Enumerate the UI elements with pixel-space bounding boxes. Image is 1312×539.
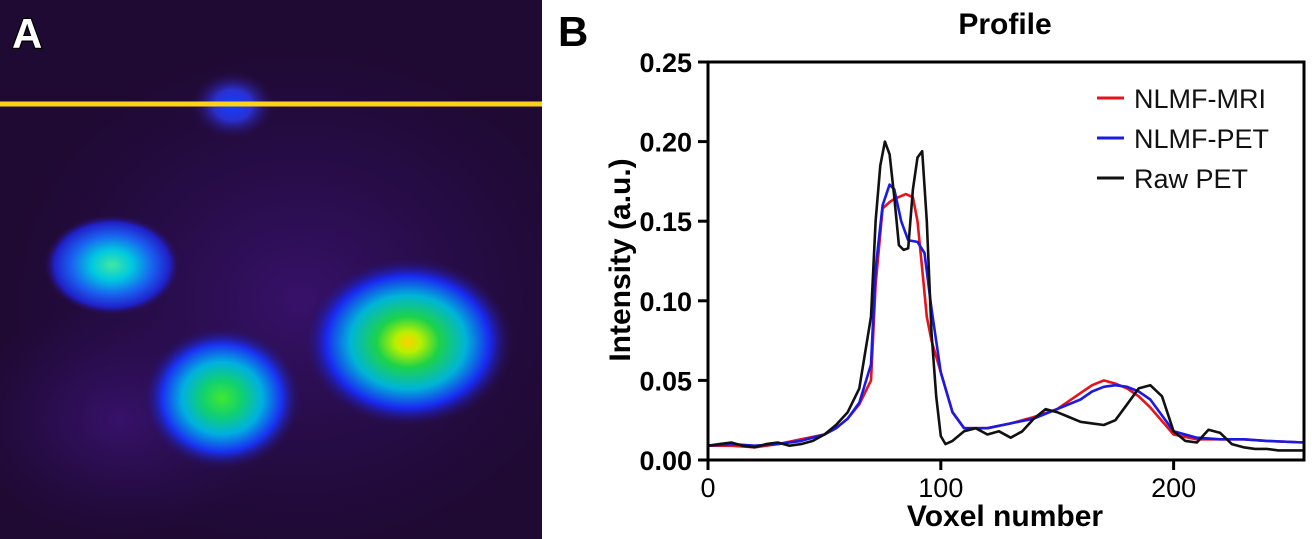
profile-chart: B Profile 0.00 0.05 0.10 0.15 0.20 0.25 0 100 20…	[558, 8, 1306, 533]
y-tick-label: 0.00	[639, 446, 692, 476]
x-tick-label: 100	[918, 473, 963, 503]
hotspot-right	[303, 257, 513, 427]
x-axis-label: Voxel number	[907, 500, 1103, 533]
x-tick-label: 200	[1151, 473, 1196, 503]
x-tick-label: 0	[700, 473, 715, 503]
y-tick-label: 0.10	[639, 287, 692, 317]
pet-image: A	[0, 0, 542, 539]
hotspot-left	[44, 215, 180, 315]
pet-image-panel: A	[0, 0, 542, 539]
panel-label-b: B	[558, 8, 588, 55]
y-tick-label: 0.05	[639, 366, 692, 396]
legend-label: NLMF-MRI	[1134, 84, 1266, 114]
y-tick-label: 0.25	[639, 48, 692, 78]
legend-label: NLMF-PET	[1134, 124, 1269, 154]
panel-label-a: A	[12, 10, 42, 57]
profile-chart-panel: B Profile 0.00 0.05 0.10 0.15 0.20 0.25 0 100 20…	[542, 0, 1312, 539]
y-axis-label: Intensity (a.u.)	[604, 158, 637, 361]
series-line-nlmf-mri	[706, 192, 1306, 449]
legend-label: Raw PET	[1134, 164, 1248, 194]
hotspot-bottom	[142, 326, 302, 470]
series-line-nlmf-pet	[706, 183, 1306, 448]
chart-title: Profile	[958, 8, 1051, 41]
plot-area: 0.00 0.05 0.10 0.15 0.20 0.25 0 100 200 NLMF-MRI N…	[639, 48, 1306, 503]
series-line-raw-pet	[706, 140, 1306, 452]
axes-frame	[706, 60, 1306, 462]
y-tick-label: 0.15	[639, 207, 692, 237]
y-tick-label: 0.20	[639, 128, 692, 158]
